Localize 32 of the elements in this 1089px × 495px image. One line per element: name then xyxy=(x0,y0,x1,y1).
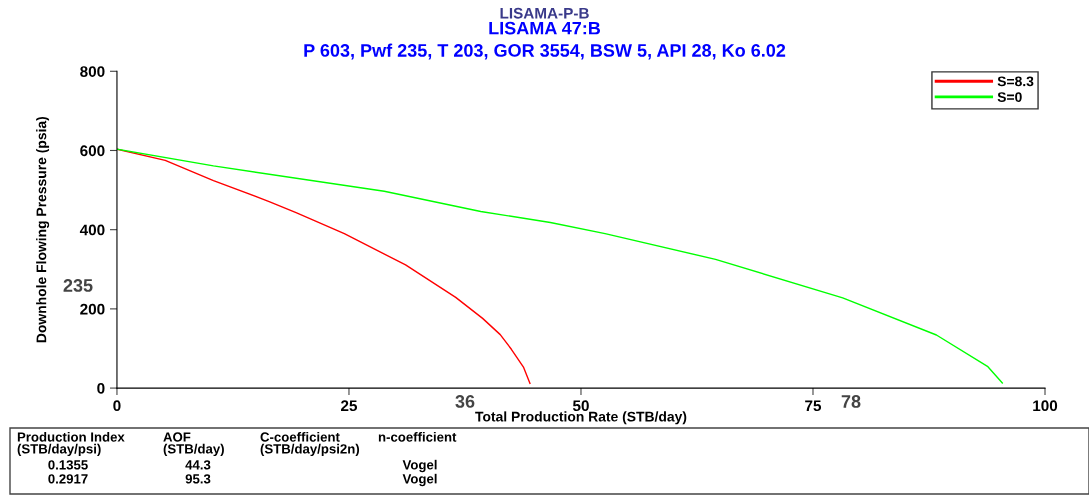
x-axis-title: Total Production Rate (STB/day) xyxy=(475,411,687,425)
text: 36 xyxy=(455,395,475,408)
text: 0.1355 xyxy=(48,460,88,470)
chart-title: LISAMA 47:B xyxy=(489,21,601,35)
text: 0.2917 xyxy=(48,474,88,484)
x-tick-label: 25 xyxy=(341,400,358,412)
text: 95.3 xyxy=(185,474,211,484)
legend-label: S=0 xyxy=(997,92,1022,102)
x-tick-label: 50 xyxy=(572,400,589,412)
text: Production Index (STB/day/psi) xyxy=(17,432,125,457)
text: n-coefficient xyxy=(378,432,457,442)
y-tick-label: 800 xyxy=(80,66,105,77)
legend-label: S=8.3 xyxy=(997,76,1034,87)
text: C-coefficient (STB/day/psi2n) xyxy=(260,432,360,457)
x-tick-label: 75 xyxy=(805,400,822,412)
text: LISAMA-P-B xyxy=(500,7,589,19)
text: 78 xyxy=(841,395,861,408)
y-tick-label: 400 xyxy=(79,224,105,236)
x-tick-label: 100 xyxy=(1033,400,1058,412)
line-series xyxy=(116,148,531,385)
text: 44.3 xyxy=(185,460,211,470)
text: Vogel xyxy=(402,473,437,487)
line-series xyxy=(116,148,1004,384)
y-tick-label: 600 xyxy=(80,145,105,157)
chart-subtitle: P 603, Pwf 235, T 203, GOR 3554, BSW 5, API 28, Ko 6.02 xyxy=(304,43,786,60)
text: Vogel xyxy=(402,459,437,473)
y-tick-label: 0 xyxy=(97,382,105,394)
y-tick-label: 200 xyxy=(80,303,105,315)
text: AOF (STB/day) xyxy=(163,432,224,457)
y-axis-title: Downhole Flowing Pressure (psia) xyxy=(36,116,50,343)
x-tick-label: 0 xyxy=(113,400,121,412)
text: 235 xyxy=(63,279,93,292)
